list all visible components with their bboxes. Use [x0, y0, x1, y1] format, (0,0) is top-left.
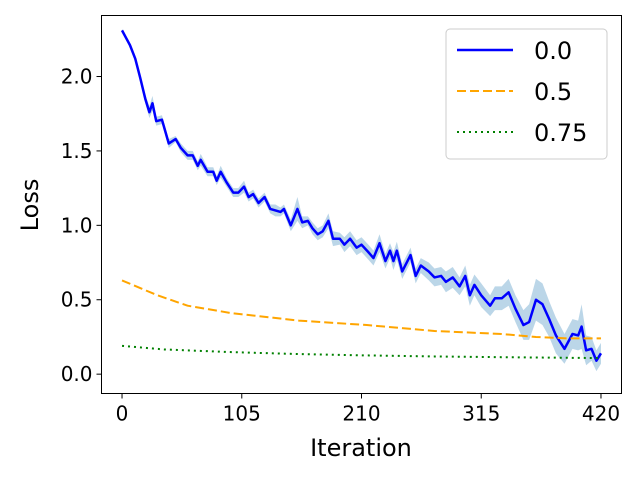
legend-label-2: 0.75 — [534, 119, 587, 147]
x-tick-label: 105 — [223, 402, 261, 426]
y-axis-label: Loss — [16, 179, 44, 232]
y-tick-label: 0.5 — [61, 288, 93, 312]
x-tick-label: 210 — [342, 402, 380, 426]
y-tick-label: 1.0 — [61, 213, 93, 237]
series-lines — [120, 29, 603, 363]
legend-label-1: 0.5 — [534, 78, 572, 106]
series-1-line — [121, 279, 601, 340]
y-axis: 0.0 0.5 1.0 1.5 2.0 — [61, 65, 102, 386]
x-axis: 0 105 210 315 420 — [116, 393, 620, 426]
y-tick-label: 0.0 — [61, 362, 93, 386]
series-0-std-band — [122, 28, 601, 372]
y-tick-label: 2.0 — [61, 65, 93, 89]
x-tick-label: 0 — [116, 402, 129, 426]
confidence-bands — [122, 28, 601, 372]
x-tick-label: 420 — [582, 402, 620, 426]
y-tick-label: 1.5 — [61, 139, 93, 163]
legend-label-0: 0.0 — [534, 37, 572, 65]
x-axis-label: Iteration — [310, 434, 412, 462]
legend-box — [445, 28, 608, 160]
legend: 0.0 0.5 0.75 — [445, 28, 608, 160]
series-0-line — [120, 29, 603, 363]
x-tick-label: 315 — [462, 402, 500, 426]
series-2-line — [121, 344, 601, 360]
